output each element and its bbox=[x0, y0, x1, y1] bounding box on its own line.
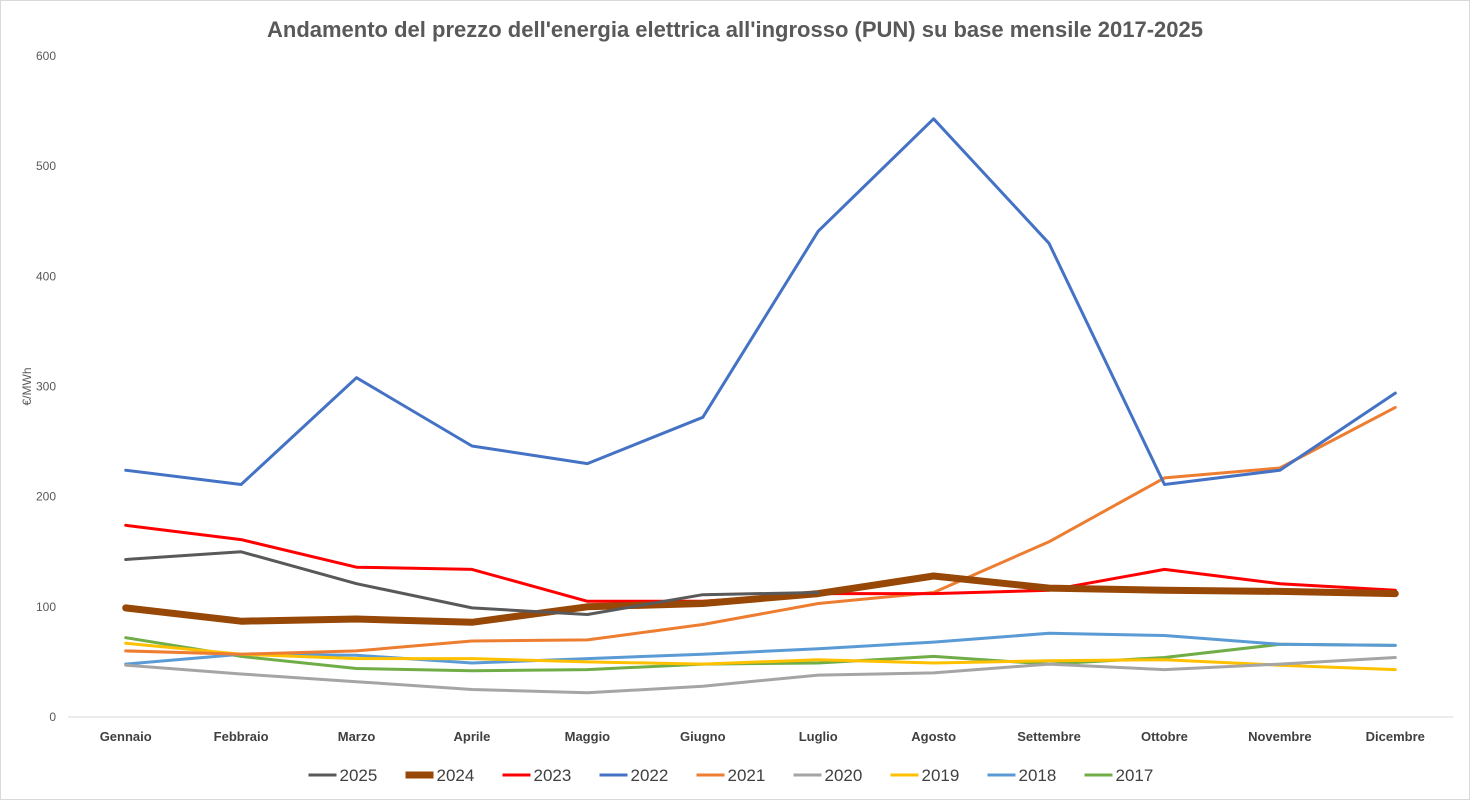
series-line-2017 bbox=[124, 636, 1397, 673]
legend-label-2020: 2020 bbox=[825, 766, 863, 785]
y-tick-label: 600 bbox=[36, 49, 56, 63]
y-tick-label: 0 bbox=[49, 710, 56, 724]
x-tick-label: Ottobre bbox=[1141, 729, 1188, 744]
legend-label-2019: 2019 bbox=[922, 766, 960, 785]
x-tick-label: Giugno bbox=[680, 729, 726, 744]
chart-title: Andamento del prezzo dell'energia elettr… bbox=[267, 17, 1203, 42]
series-line-2025 bbox=[124, 550, 820, 616]
x-tick-label: Gennaio bbox=[100, 729, 152, 744]
y-tick-label: 400 bbox=[36, 269, 56, 283]
x-tick-label: Novembre bbox=[1248, 729, 1312, 744]
x-axis: Gennaio Febbraio Marzo Aprile Maggio Giugno Lu… bbox=[68, 716, 1453, 744]
x-tick-label: Agosto bbox=[911, 729, 956, 744]
series-line-2020 bbox=[124, 656, 1397, 695]
y-tick-label: 100 bbox=[36, 600, 56, 614]
y-tick-label: 200 bbox=[36, 490, 56, 504]
x-tick-label: Maggio bbox=[565, 729, 611, 744]
legend-label-2022: 2022 bbox=[631, 766, 669, 785]
series-lines bbox=[122, 117, 1399, 695]
series-line-2024 bbox=[122, 572, 1399, 626]
x-tick-label: Luglio bbox=[799, 729, 838, 744]
series-line-2022 bbox=[124, 117, 1397, 486]
y-tick-label: 500 bbox=[36, 159, 56, 173]
legend: 2025 2024 2023 2022 2021 2020 2019 2018 2017 bbox=[308, 766, 1154, 785]
legend-label-2025: 2025 bbox=[340, 766, 378, 785]
legend-label-2018: 2018 bbox=[1019, 766, 1057, 785]
legend-label-2024: 2024 bbox=[437, 766, 475, 785]
y-tick-label: 300 bbox=[36, 380, 56, 394]
legend-label-2021: 2021 bbox=[728, 766, 766, 785]
y-axis-ticks: 0 100 200 300 400 500 600 bbox=[36, 49, 56, 724]
x-tick-label: Settembre bbox=[1017, 729, 1081, 744]
series-line-2019 bbox=[124, 641, 1397, 672]
series-line-2018 bbox=[124, 631, 1397, 666]
x-tick-label: Dicembre bbox=[1366, 729, 1425, 744]
x-tick-label: Febbraio bbox=[214, 729, 269, 744]
x-tick-label: Aprile bbox=[454, 729, 491, 744]
legend-label-2017: 2017 bbox=[1116, 766, 1154, 785]
legend-label-2023: 2023 bbox=[534, 766, 572, 785]
series-line-2021 bbox=[124, 405, 1397, 656]
x-tick-label: Marzo bbox=[338, 729, 376, 744]
y-axis-label: €/MWh bbox=[20, 367, 34, 405]
